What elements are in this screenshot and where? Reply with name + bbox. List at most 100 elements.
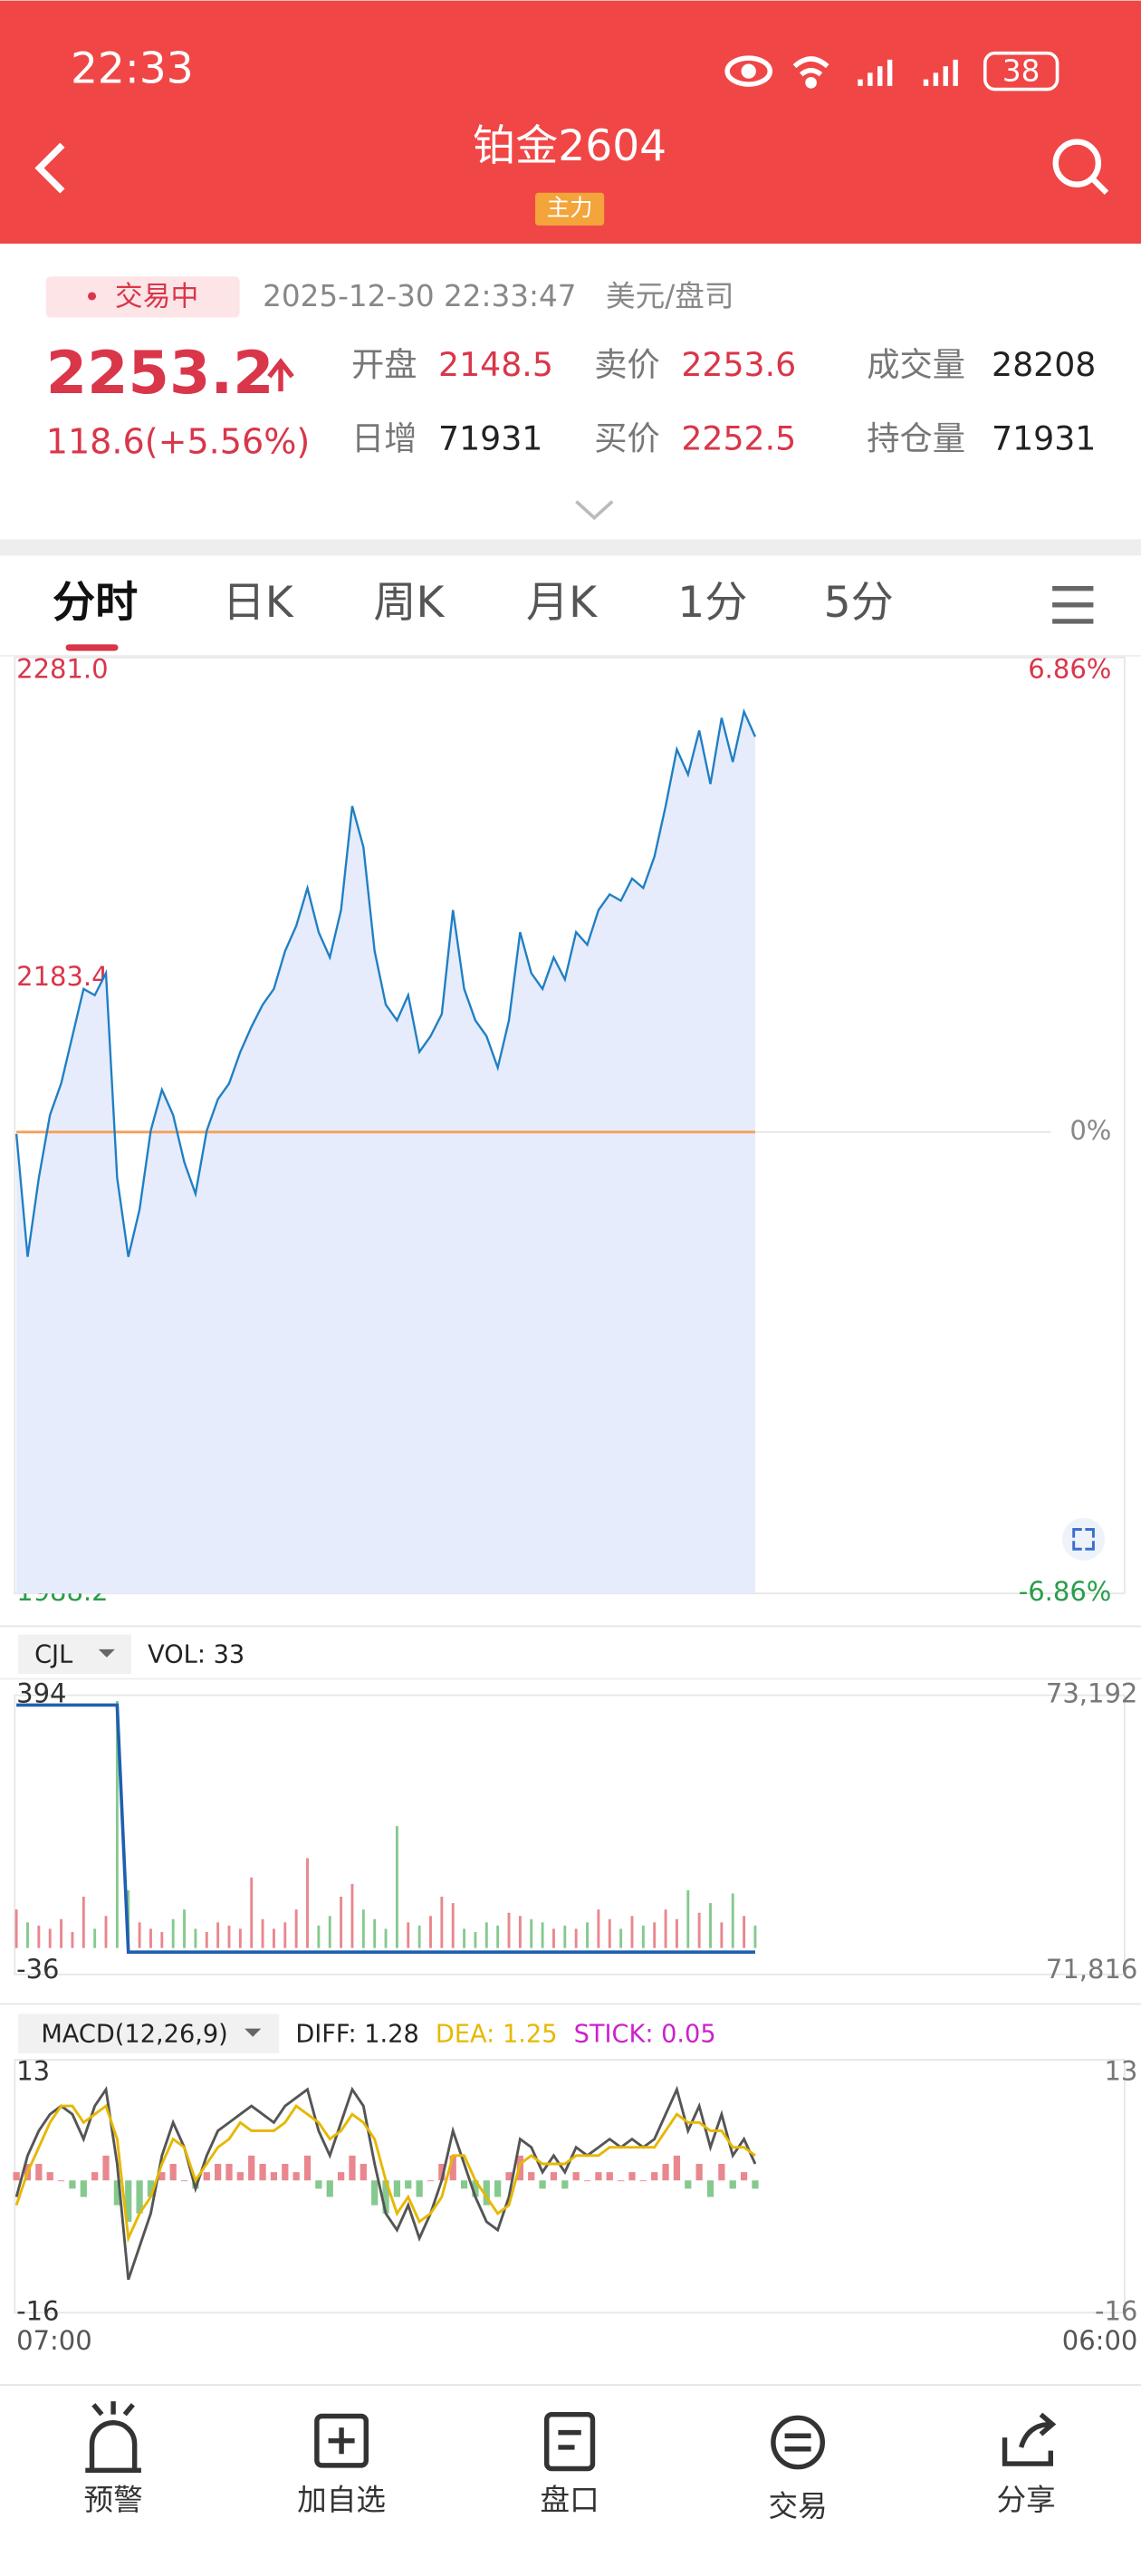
macd-stick bbox=[382, 2180, 389, 2214]
volume-bar bbox=[597, 1909, 600, 1948]
volume-bar bbox=[272, 1928, 275, 1948]
expand-chevron[interactable] bbox=[575, 500, 614, 521]
macd-stick bbox=[13, 2172, 20, 2181]
macd-stick bbox=[259, 2163, 266, 2181]
macd-frame bbox=[14, 2059, 1126, 2314]
y2-tick-label: 0% bbox=[1069, 1115, 1111, 1146]
volume-bar bbox=[474, 1931, 477, 1948]
field-value: 71931 bbox=[992, 419, 1096, 458]
tab[interactable]: 月K bbox=[526, 578, 598, 628]
volume-bar bbox=[709, 1903, 712, 1948]
status-pill bbox=[45, 276, 240, 318]
volume-bar bbox=[261, 1918, 264, 1948]
volume-bar bbox=[463, 1928, 466, 1948]
volume-bar bbox=[753, 1925, 757, 1948]
x-tick-label: 07:00 bbox=[16, 2325, 92, 2356]
macd-stick bbox=[427, 2180, 435, 2182]
macd-stick bbox=[483, 2180, 490, 2206]
volume-bar bbox=[317, 1925, 321, 1948]
macd-stick bbox=[236, 2172, 244, 2181]
volume-bar bbox=[104, 1916, 108, 1948]
indicator-select[interactable] bbox=[17, 2014, 280, 2053]
nav-item[interactable]: 加自选 bbox=[297, 2483, 386, 2517]
nav-icons bbox=[85, 2401, 1057, 2474]
unit: 美元/盘司 bbox=[606, 279, 734, 313]
macd-stick bbox=[349, 2155, 356, 2181]
last-price: 2253.2 bbox=[46, 339, 274, 408]
field-value: 2148.5 bbox=[438, 345, 553, 384]
volume-bar bbox=[641, 1925, 645, 1948]
badge-bg bbox=[535, 192, 605, 226]
macd-stick bbox=[472, 2180, 479, 2197]
volume-bar bbox=[541, 1922, 544, 1948]
macd-stick bbox=[80, 2180, 87, 2197]
volume-bar bbox=[340, 1897, 343, 1948]
macd-stick bbox=[528, 2172, 535, 2181]
bottom-nav: 预警 加自选 盘口 交易 分享 bbox=[83, 2483, 1055, 2523]
macd-stick bbox=[158, 2172, 166, 2181]
macd-stick bbox=[371, 2180, 379, 2206]
fullscreen-button[interactable] bbox=[1061, 1517, 1106, 1561]
volume-bar bbox=[93, 1928, 97, 1948]
macd-stick bbox=[550, 2172, 558, 2181]
nav-item[interactable]: 盘口 bbox=[540, 2483, 599, 2517]
nav-item[interactable]: 交易 bbox=[768, 2489, 827, 2523]
search-button[interactable] bbox=[1052, 139, 1109, 196]
tab[interactable]: 1分 bbox=[677, 578, 747, 628]
macd-stick bbox=[449, 2155, 456, 2181]
macd-stick bbox=[393, 2180, 401, 2197]
macd-stick bbox=[203, 2172, 210, 2181]
back-button[interactable] bbox=[34, 142, 65, 194]
nav-item[interactable]: 分享 bbox=[996, 2483, 1055, 2517]
volume-bar bbox=[574, 1928, 578, 1948]
macd-stick bbox=[651, 2172, 658, 2181]
datetime: 2025-12-30 22:33:47 bbox=[263, 279, 577, 313]
volume-bar bbox=[731, 1893, 734, 1948]
volume-bar bbox=[306, 1858, 309, 1948]
volume-bar bbox=[720, 1922, 724, 1948]
indicator-readout: DIFF: 1.28 bbox=[295, 2020, 418, 2048]
macd-stick bbox=[57, 2180, 65, 2182]
macd-stick bbox=[606, 2172, 613, 2181]
volume-bar bbox=[395, 1826, 398, 1948]
price-change: 118.6(+5.56%) bbox=[46, 422, 310, 462]
tab[interactable]: 日K bbox=[223, 578, 294, 628]
macd-stick bbox=[752, 2180, 759, 2189]
macd-stick bbox=[248, 2155, 255, 2181]
nav-item[interactable]: 预警 bbox=[83, 2483, 142, 2517]
indicator-select[interactable] bbox=[17, 1634, 132, 1675]
macd-stick bbox=[706, 2180, 714, 2197]
x-tick-label: 06:00 bbox=[1062, 2325, 1138, 2356]
volume-bar bbox=[227, 1925, 231, 1948]
tab[interactable]: 5分 bbox=[824, 578, 894, 628]
tab[interactable]: 分时 bbox=[53, 578, 138, 628]
tab[interactable]: 周K bbox=[373, 578, 445, 628]
macd-stick bbox=[270, 2172, 278, 2181]
macd-stick bbox=[639, 2180, 647, 2182]
menu-button[interactable] bbox=[1052, 585, 1094, 624]
macd-stick bbox=[337, 2172, 345, 2181]
volume-bar bbox=[619, 1928, 623, 1948]
clock: 22:33 bbox=[71, 44, 194, 94]
macd-stick bbox=[494, 2180, 502, 2197]
field-value: 2252.5 bbox=[681, 419, 796, 458]
macd-stick bbox=[282, 2163, 289, 2181]
volume-bar bbox=[138, 1922, 141, 1948]
macd-stick bbox=[303, 2155, 312, 2181]
macd-stick bbox=[460, 2180, 468, 2189]
y-tick-label: 2281.0 bbox=[16, 653, 108, 684]
field-label: 开盘 bbox=[351, 345, 417, 384]
price-area bbox=[16, 711, 755, 1594]
macd-line bbox=[14, 2085, 757, 2281]
volume-bar bbox=[350, 1883, 354, 1948]
macd-stick bbox=[718, 2163, 725, 2181]
volume-bar bbox=[630, 1916, 634, 1948]
volume-bar bbox=[361, 1909, 365, 1948]
volume-bar bbox=[563, 1925, 567, 1948]
macd-stick bbox=[572, 2172, 580, 2181]
indicator-readout: DEA: 1.25 bbox=[436, 2020, 558, 2048]
macd-stick bbox=[628, 2172, 636, 2181]
volume-bar bbox=[496, 1925, 500, 1948]
tab-underline bbox=[65, 644, 119, 651]
